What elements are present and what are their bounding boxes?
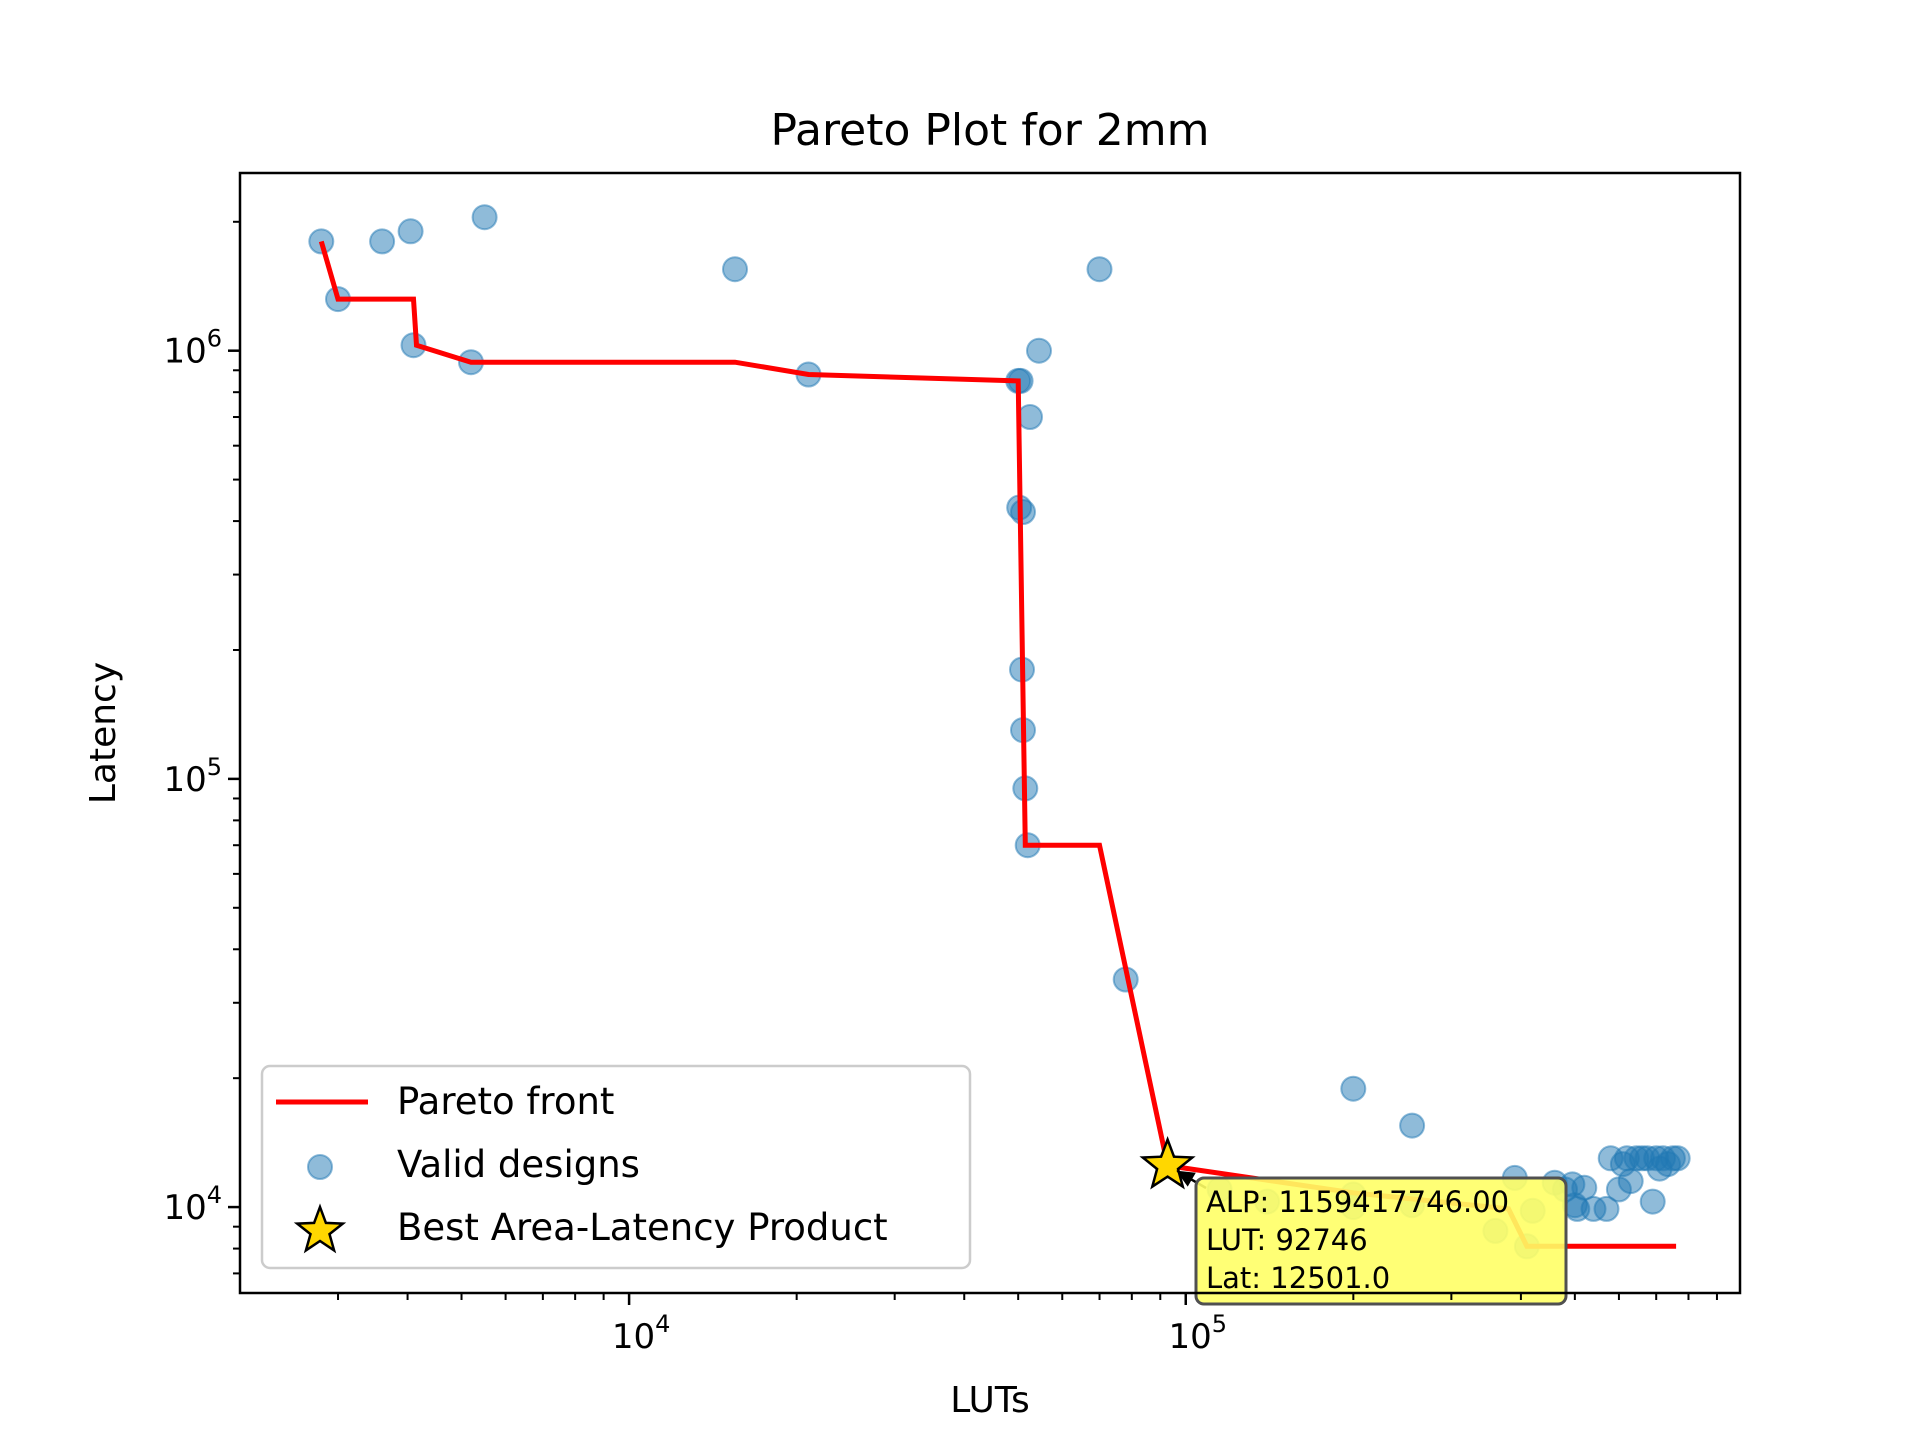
annotation-box [1194, 1176, 1568, 1306]
plot-frame [238, 171, 1742, 1295]
legend-valid-swatch [307, 1154, 333, 1180]
y-axis: 104 105 106 [163, 220, 240, 1275]
legend-best-label: Best Area-Latency Product [397, 1206, 888, 1249]
best-point-annotation: ALP: 1159417746.00 LUT: 92746 Lat: 12501… [1176, 1170, 1568, 1306]
valid-design-point [1010, 499, 1036, 525]
valid-design-point [1017, 404, 1043, 430]
legend-valid-label: Valid designs [397, 1143, 640, 1186]
valid-design-point [471, 204, 498, 231]
valid-design-point [1571, 1174, 1598, 1201]
annotation-lat: Lat: 12501.0 [1206, 1261, 1390, 1295]
valid-design-point [1639, 1188, 1666, 1215]
tick-label: 104 [163, 1181, 222, 1228]
valid-design-point [1340, 1075, 1367, 1102]
x-axis: 104 105 [337, 1293, 1718, 1357]
valid-design-point [397, 218, 424, 245]
legend-box [260, 1064, 972, 1270]
legend: Pareto front Valid designs Best Area-Lat… [260, 1064, 972, 1270]
valid-design-point [722, 256, 748, 283]
valid-design-point [1399, 1112, 1426, 1139]
valid-design-point [1026, 337, 1052, 364]
valid-design-point [369, 228, 396, 255]
tick-label: 105 [163, 753, 222, 800]
best-point-star [1139, 1136, 1196, 1190]
tick-label: 105 [1168, 1310, 1227, 1357]
best-point-layer [1139, 1136, 1196, 1190]
valid-design-point [1664, 1145, 1691, 1172]
valid-design-point [1617, 1168, 1644, 1195]
legend-best-swatch [293, 1203, 347, 1254]
annotation-lut: LUT: 92746 [1206, 1223, 1368, 1257]
valid-design-point [1086, 256, 1113, 283]
annotation-arrowhead [1176, 1170, 1196, 1187]
x-axis-label: LUTs [950, 1380, 1029, 1421]
annotation-alp: ALP: 1159417746.00 [1206, 1185, 1509, 1219]
valid-design-point [1593, 1195, 1620, 1222]
legend-pareto-label: Pareto front [397, 1080, 614, 1123]
tick-label: 104 [612, 1310, 671, 1357]
chart-title: Pareto Plot for 2mm [771, 105, 1210, 156]
tick-label: 106 [163, 325, 222, 372]
y-axis-label: Latency [83, 662, 124, 804]
